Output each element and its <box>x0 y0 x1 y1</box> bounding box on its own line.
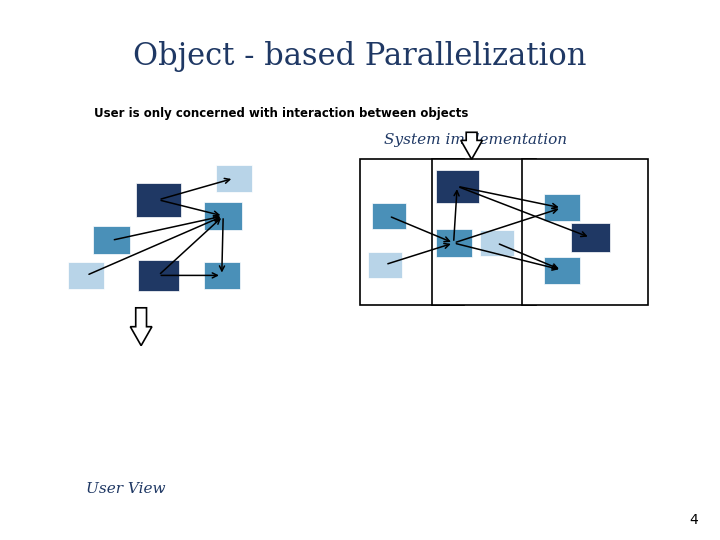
FancyArrow shape <box>461 132 482 159</box>
Bar <box>571 222 611 252</box>
Bar <box>544 194 580 221</box>
Bar <box>204 202 242 230</box>
Text: Object - based Parallelization: Object - based Parallelization <box>133 41 587 72</box>
Bar <box>138 260 179 291</box>
Bar <box>480 230 514 256</box>
Bar <box>136 183 181 217</box>
FancyArrow shape <box>130 308 152 346</box>
Bar <box>93 226 130 254</box>
Bar <box>436 230 472 256</box>
Text: User is only concerned with interaction between objects: User is only concerned with interaction … <box>94 107 468 120</box>
Bar <box>522 159 648 305</box>
Bar <box>432 159 536 305</box>
Bar <box>68 262 104 289</box>
Bar <box>544 256 580 284</box>
Bar <box>360 159 464 305</box>
Bar <box>204 262 240 289</box>
Text: System implementation: System implementation <box>384 133 567 147</box>
Bar <box>368 252 402 278</box>
Bar <box>372 203 406 229</box>
Bar <box>216 165 252 192</box>
Bar <box>436 170 479 202</box>
Text: 4: 4 <box>690 512 698 526</box>
Text: User View: User View <box>86 482 166 496</box>
